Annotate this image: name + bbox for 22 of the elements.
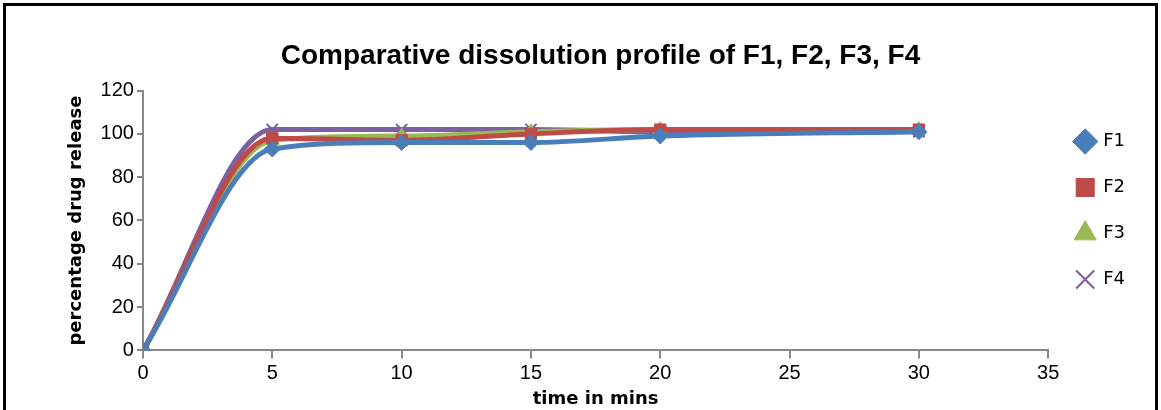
x-tick-label: 20 [649, 360, 672, 383]
y-tick-label: 120 [100, 78, 134, 101]
y-tick-label: 20 [111, 294, 134, 317]
x-tick-label: 30 [907, 360, 930, 383]
y-tick-label: 0 [122, 337, 134, 360]
legend-label: F2 [1103, 175, 1126, 197]
y-tick-label: 100 [100, 121, 134, 144]
legend-label: F4 [1103, 267, 1126, 289]
x-tick-label: 35 [1037, 360, 1060, 383]
legend-label: F1 [1103, 129, 1126, 151]
y-tick-label: 80 [111, 164, 134, 187]
y-tick-label: 60 [111, 208, 134, 231]
x-tick-label: 5 [266, 360, 278, 383]
x-axis-title: time in mins [532, 386, 659, 408]
y-axis-title: percentage drug release [64, 95, 86, 346]
chart-title: Comparative dissolution profile of F1, F2, F3, F4 [280, 38, 921, 70]
x-tick-label: 25 [778, 360, 801, 383]
y-tick-label: 40 [111, 251, 134, 274]
x-tick-label: 0 [137, 360, 149, 383]
x-tick-label: 10 [390, 360, 413, 383]
legend-label: F3 [1103, 221, 1126, 243]
x-tick-label: 15 [519, 360, 543, 383]
